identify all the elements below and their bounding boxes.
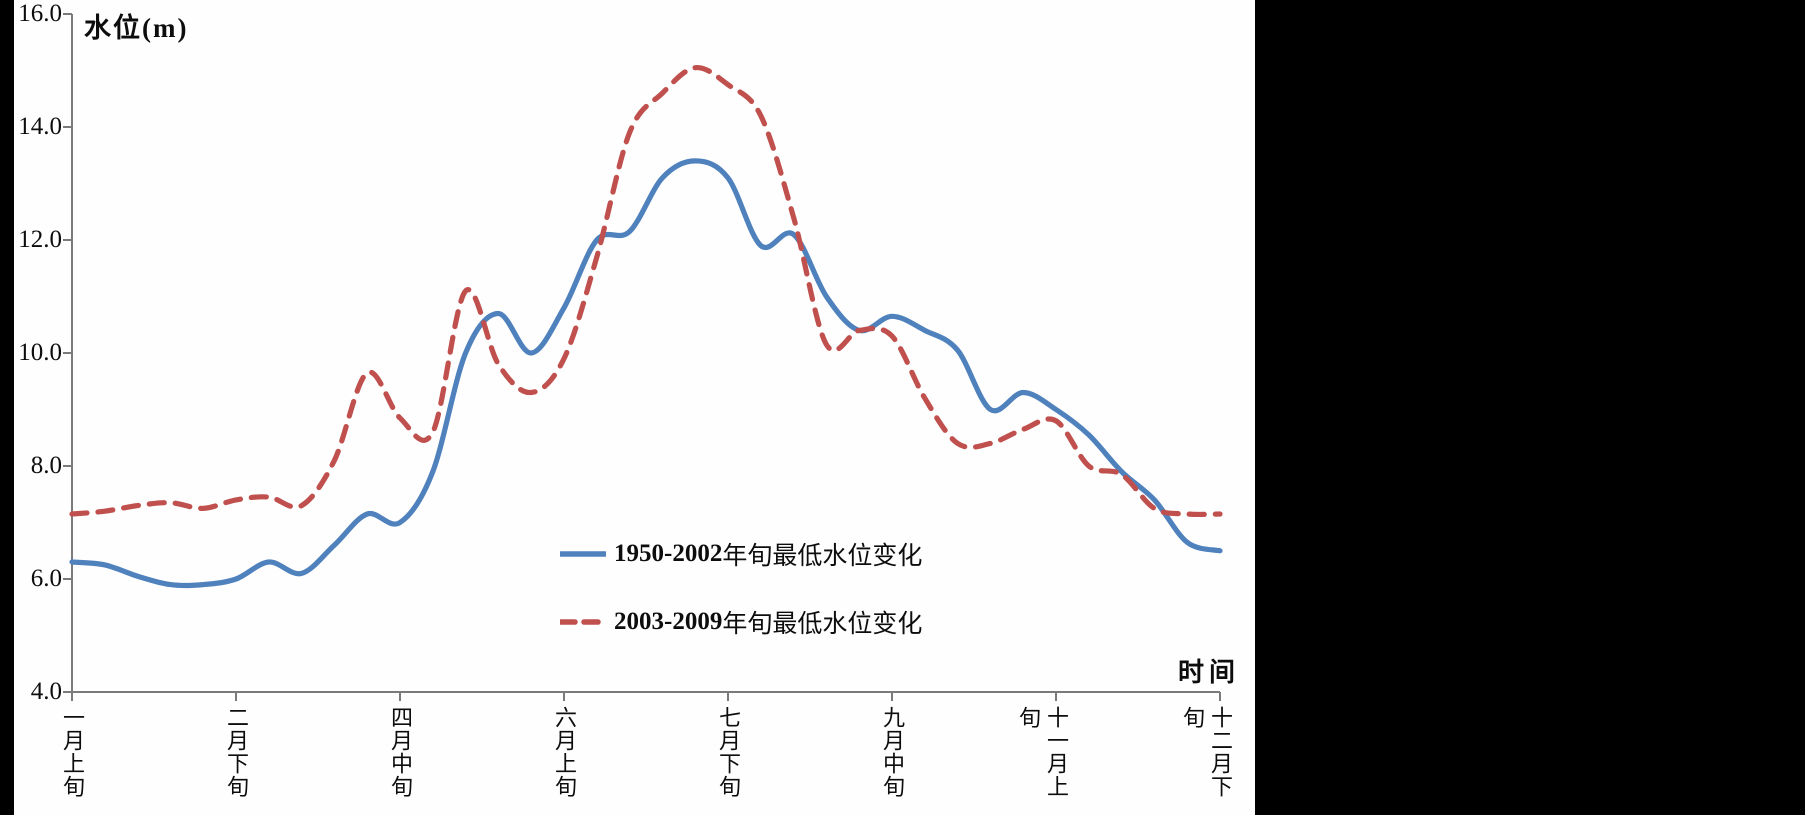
y-tick-label: 10.0 (18, 339, 62, 366)
legend-label-range: 1950-2002 (614, 540, 723, 567)
x-tick-label: 二月下旬 (224, 706, 249, 798)
series-line-1950-2002年旬最低水位变化 (69, 158, 1223, 589)
y-tick-label: 8.0 (30, 452, 62, 479)
y-axis-title: 水位(m) (84, 13, 189, 43)
legend-label-text: 年旬最低水位变化 (722, 611, 923, 638)
legend-item-1950-2002: 1950-2002 年旬最低水位变化 (560, 538, 922, 570)
y-tick-label: 12.0 (18, 226, 62, 253)
y-tick-label: 4.0 (30, 678, 62, 705)
x-tick-label: 四月中旬 (388, 706, 413, 798)
x-tick-label: 十一月上旬 (1016, 706, 1069, 798)
y-tick-label: 14.0 (18, 113, 62, 140)
legend-item-2003-2009: 2003-2009 年旬最低水位变化 (560, 606, 922, 638)
left-black-strip (0, 0, 14, 815)
legend-solid-line-swatch (560, 551, 606, 557)
x-tick-label: 九月中旬 (880, 706, 905, 798)
x-tick-label: 六月上旬 (552, 706, 577, 798)
series-line-2003-2009年旬最低水位变化 (69, 65, 1223, 518)
legend-label-range: 2003-2009 (614, 608, 723, 635)
x-tick-label: 十二月下旬 (1180, 706, 1233, 798)
x-tick-label: 一月上旬 (60, 706, 85, 798)
x-tick-label: 七月下旬 (716, 706, 741, 798)
legend-label-text: 年旬最低水位变化 (722, 543, 923, 570)
chart-canvas (14, 0, 1255, 815)
y-tick-label: 16.0 (18, 0, 62, 27)
right-black-panel (1255, 0, 1805, 815)
y-tick-label: 6.0 (30, 565, 62, 592)
chart-legend: 1950-2002 年旬最低水位变化 2003-2009 年旬最低水位变化 (560, 538, 922, 674)
legend-dashed-line-swatch (560, 619, 606, 625)
x-axis-title: 时间 (1177, 658, 1240, 687)
